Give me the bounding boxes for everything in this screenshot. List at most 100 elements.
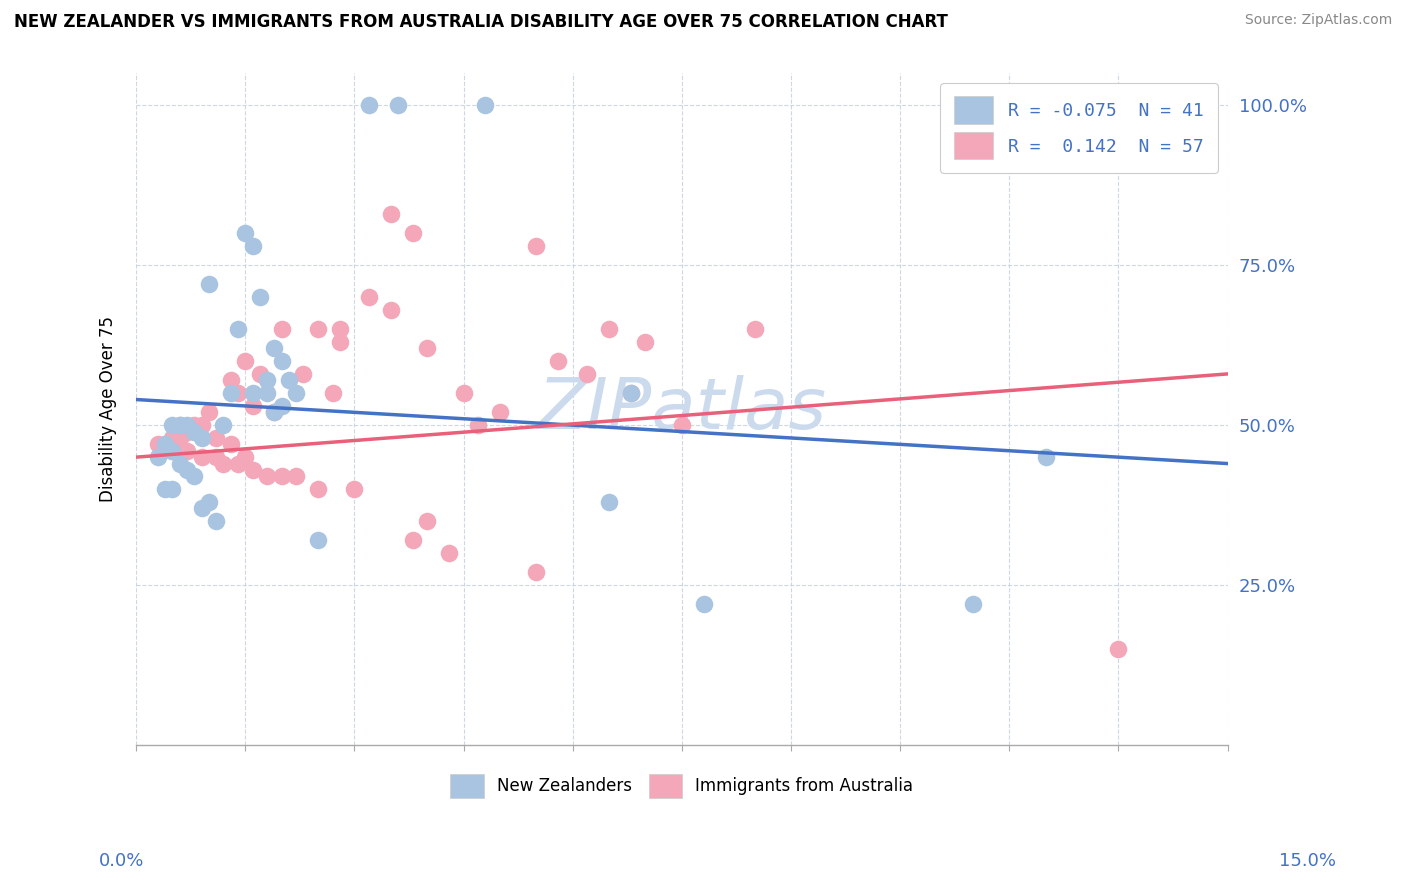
Point [162, 482, 184, 496]
Point [226, 386, 249, 401]
Text: NEW ZEALANDER VS IMMIGRANTS FROM AUSTRALIA DISABILITY AGE OVER 75 CORRELATION CH: NEW ZEALANDER VS IMMIGRANTS FROM AUSTRAL… [14, 13, 948, 31]
Point [401, 226, 423, 240]
Point [176, 425, 198, 439]
Point [226, 322, 249, 336]
Text: 15.0%: 15.0% [1278, 852, 1336, 870]
Point [205, 431, 228, 445]
Point [219, 386, 242, 401]
Point [212, 457, 235, 471]
Point [962, 598, 984, 612]
Point [524, 239, 547, 253]
Text: Source: ZipAtlas.com: Source: ZipAtlas.com [1244, 13, 1392, 28]
Point [176, 443, 198, 458]
Point [437, 546, 460, 560]
Point [249, 290, 271, 304]
Point [453, 386, 475, 401]
Point [380, 302, 402, 317]
Point [634, 334, 657, 349]
Point [307, 322, 329, 336]
Point [263, 341, 285, 355]
Point [620, 386, 643, 401]
Point [263, 405, 285, 419]
Point [357, 290, 380, 304]
Point [292, 367, 315, 381]
Point [219, 373, 242, 387]
Point [343, 482, 366, 496]
Point [387, 98, 409, 112]
Point [226, 457, 249, 471]
Point [242, 239, 264, 253]
Point [183, 469, 205, 483]
Point [190, 418, 212, 433]
Point [270, 322, 292, 336]
Point [162, 431, 184, 445]
Point [183, 418, 205, 433]
Point [357, 98, 380, 112]
Point [155, 437, 177, 451]
Point [1035, 450, 1057, 465]
Point [1107, 642, 1129, 657]
Point [155, 482, 177, 496]
Point [146, 437, 169, 451]
Point [176, 418, 198, 433]
Point [256, 386, 278, 401]
Point [401, 533, 423, 548]
Point [169, 431, 191, 445]
Point [598, 322, 620, 336]
Point [162, 418, 184, 433]
Point [190, 431, 212, 445]
Point [212, 418, 235, 433]
Point [242, 386, 264, 401]
Text: 0.0%: 0.0% [98, 852, 143, 870]
Point [547, 354, 569, 368]
Point [329, 322, 352, 336]
Point [416, 341, 439, 355]
Text: ZIPatlas: ZIPatlas [537, 375, 827, 443]
Point [285, 386, 308, 401]
Point [270, 354, 292, 368]
Point [205, 514, 228, 528]
Point [285, 469, 308, 483]
Point [205, 450, 228, 465]
Point [270, 399, 292, 413]
Point [190, 501, 212, 516]
Legend: New Zealanders, Immigrants from Australia: New Zealanders, Immigrants from Australi… [444, 767, 920, 805]
Point [146, 450, 169, 465]
Point [176, 463, 198, 477]
Point [489, 405, 512, 419]
Point [233, 450, 256, 465]
Point [307, 482, 329, 496]
Point [307, 533, 329, 548]
Point [277, 373, 299, 387]
Point [242, 463, 264, 477]
Point [263, 405, 285, 419]
Point [256, 469, 278, 483]
Point [474, 98, 496, 112]
Point [198, 405, 221, 419]
Point [233, 226, 256, 240]
Point [249, 367, 271, 381]
Point [256, 373, 278, 387]
Point [169, 457, 191, 471]
Point [598, 495, 620, 509]
Point [242, 399, 264, 413]
Point [190, 450, 212, 465]
Point [198, 495, 221, 509]
Point [416, 514, 439, 528]
Point [233, 354, 256, 368]
Point [169, 418, 191, 433]
Point [162, 443, 184, 458]
Point [692, 598, 714, 612]
Y-axis label: Disability Age Over 75: Disability Age Over 75 [100, 316, 117, 502]
Point [576, 367, 599, 381]
Point [744, 322, 766, 336]
Point [155, 437, 177, 451]
Point [380, 207, 402, 221]
Point [620, 386, 643, 401]
Point [198, 277, 221, 292]
Point [329, 334, 352, 349]
Point [671, 418, 693, 433]
Point [162, 443, 184, 458]
Point [467, 418, 489, 433]
Point [219, 437, 242, 451]
